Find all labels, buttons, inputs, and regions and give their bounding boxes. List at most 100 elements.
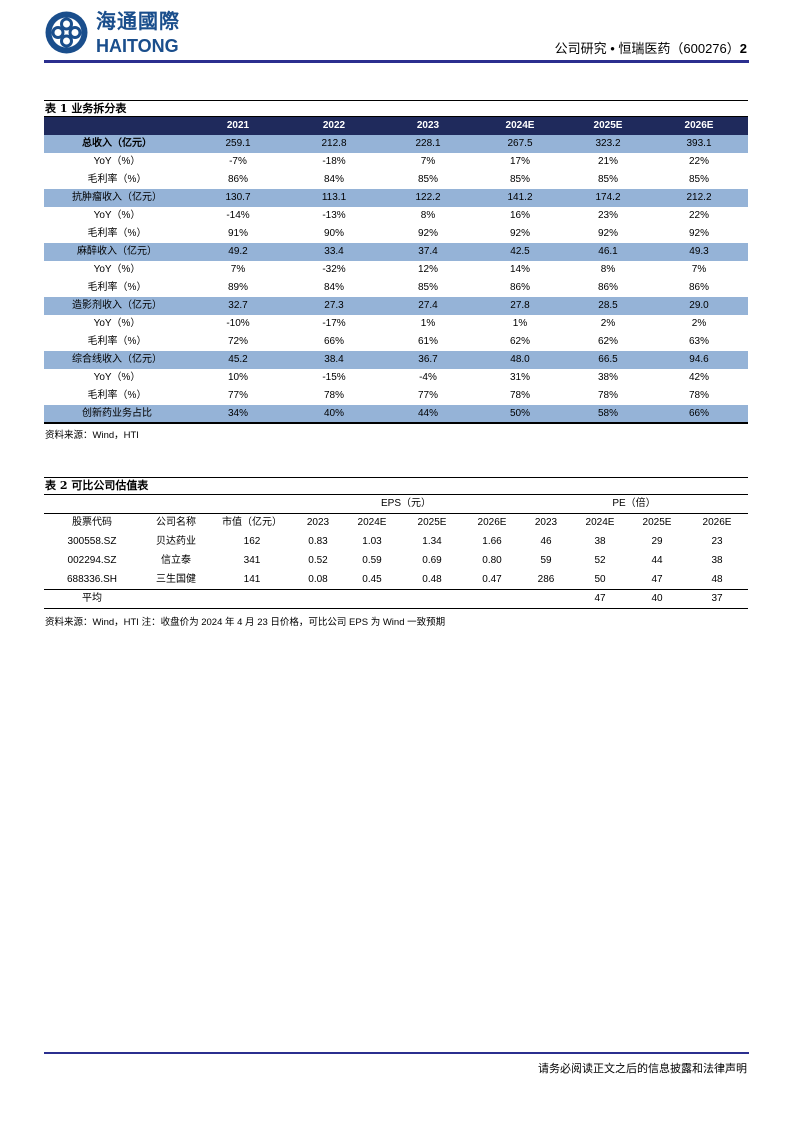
row-label: YoY（%） bbox=[93, 264, 141, 275]
table-row: 300558.SZ 贝达药业 162 0.83 1.03 1.34 1.66 46 38 29 23 bbox=[44, 533, 748, 552]
cell: 22% bbox=[688, 156, 709, 167]
table-row: 综合线收入（亿元） 45.2 38.4 36.7 48.0 66.5 94.6 bbox=[44, 351, 748, 369]
cell: 66.5 bbox=[566, 351, 650, 369]
cell: 58% bbox=[566, 405, 650, 423]
cell: 42.5 bbox=[474, 243, 566, 261]
cell: 688336.SH bbox=[66, 573, 118, 585]
cell: 48 bbox=[711, 573, 723, 585]
average-row: 平均 47 40 37 bbox=[44, 589, 748, 609]
table-row: 毛利率（%） 72% 66% 61% 62% 62% 63% bbox=[44, 333, 748, 351]
cell: 89% bbox=[227, 282, 248, 293]
cell: 45.2 bbox=[190, 351, 286, 369]
cell: 32.7 bbox=[190, 297, 286, 315]
cell: 38.4 bbox=[286, 351, 382, 369]
cell: 61% bbox=[417, 336, 438, 347]
cell: 8% bbox=[420, 210, 436, 221]
cell: 0.48 bbox=[422, 573, 442, 585]
cell: 42% bbox=[688, 372, 709, 383]
column-header: 2023 bbox=[382, 117, 474, 135]
cell: 259.1 bbox=[190, 135, 286, 153]
logo-chinese: 海通國際 bbox=[96, 11, 180, 33]
cell: 130.7 bbox=[190, 189, 286, 207]
cell: 78% bbox=[323, 390, 344, 401]
row-label: 造影剂收入（亿元） bbox=[44, 297, 190, 315]
table-row: 002294.SZ 信立泰 341 0.52 0.59 0.69 0.80 59 52 44 38 bbox=[44, 552, 748, 571]
cell: 7% bbox=[691, 264, 707, 275]
cell: 92% bbox=[417, 228, 438, 239]
cell: 34% bbox=[190, 405, 286, 423]
table-row: 创新药业务占比 34% 40% 44% 50% 58% 66% bbox=[44, 405, 748, 423]
business-breakdown-table: 2021 2022 2023 2024E 2025E 2026E 总收入（亿元） 259.1 2… bbox=[44, 117, 748, 424]
table-row: 毛利率（%） 77% 78% 77% 78% 78% 78% bbox=[44, 387, 748, 405]
row-label: 毛利率（%） bbox=[87, 174, 147, 185]
column-header: 2023 bbox=[306, 517, 330, 529]
cell: 31% bbox=[509, 372, 530, 383]
cell: 77% bbox=[417, 390, 438, 401]
cell: 23 bbox=[711, 536, 723, 547]
cell: 27.4 bbox=[382, 297, 474, 315]
cell: 62% bbox=[509, 336, 530, 347]
column-header: 2026E bbox=[702, 517, 732, 529]
cell: 0.45 bbox=[362, 573, 382, 585]
cell: 300558.SZ bbox=[67, 536, 117, 547]
cell: 7% bbox=[420, 156, 436, 167]
cell: 141.2 bbox=[474, 189, 566, 207]
row-label: 毛利率（%） bbox=[87, 282, 147, 293]
column-header-row: 股票代码 公司名称 市值（亿元） 2023 2024E 2025E 2026E 2023 202… bbox=[44, 514, 748, 533]
cell: 33.4 bbox=[286, 243, 382, 261]
cell: 59 bbox=[540, 555, 552, 566]
table1-title-rule bbox=[44, 116, 748, 117]
cell: 63% bbox=[688, 336, 709, 347]
table2-title: 表 2 可比公司估值表 bbox=[45, 479, 149, 492]
cell: 14% bbox=[509, 264, 530, 275]
cell: -13% bbox=[322, 210, 346, 221]
cell: -10% bbox=[226, 318, 250, 329]
cell: 0.47 bbox=[482, 573, 502, 585]
page-number: 2 bbox=[739, 41, 747, 56]
cell: -4% bbox=[419, 372, 437, 383]
column-header: 2024E bbox=[585, 517, 615, 529]
cell: 17% bbox=[509, 156, 530, 167]
table2-source: 资料来源：Wind，HTI 注：收盘价为 2024 年 4 月 23 日价格，可… bbox=[45, 617, 446, 628]
table1-title: 表 1 业务拆分表 bbox=[45, 102, 127, 115]
cell: 49.3 bbox=[650, 243, 748, 261]
cell: 47 bbox=[651, 573, 663, 585]
cell: 52 bbox=[594, 555, 606, 566]
cell: 212.2 bbox=[650, 189, 748, 207]
cell: 122.2 bbox=[382, 189, 474, 207]
table-row: 造影剂收入（亿元） 32.7 27.3 27.4 27.8 28.5 29.0 bbox=[44, 297, 748, 315]
cell bbox=[400, 590, 464, 609]
column-header: 股票代码 bbox=[72, 517, 112, 529]
cell: 267.5 bbox=[474, 135, 566, 153]
cell: 002294.SZ bbox=[67, 555, 117, 566]
column-header: 2025E bbox=[566, 117, 650, 135]
cell: 36.7 bbox=[382, 351, 474, 369]
row-label: 抗肿瘤收入（亿元） bbox=[44, 189, 190, 207]
table-row: 毛利率（%） 89% 84% 85% 86% 86% 86% bbox=[44, 279, 748, 297]
cell: 0.59 bbox=[362, 555, 382, 566]
cell: 38 bbox=[711, 555, 723, 566]
cell: 46.1 bbox=[566, 243, 650, 261]
table1-top-rule bbox=[44, 100, 748, 101]
cell: 341 bbox=[243, 555, 261, 566]
haitong-logo-icon bbox=[45, 11, 88, 54]
cell: 27.8 bbox=[474, 297, 566, 315]
cell bbox=[212, 590, 292, 609]
cell: 50% bbox=[474, 405, 566, 423]
cell: -7% bbox=[229, 156, 247, 167]
table-row: 688336.SH 三生国健 141 0.08 0.45 0.48 0.47 286 50 47 4… bbox=[44, 571, 748, 590]
cell: 10% bbox=[227, 372, 248, 383]
row-label: YoY（%） bbox=[93, 318, 141, 329]
cell: 174.2 bbox=[566, 189, 650, 207]
column-header: 2023 bbox=[534, 517, 558, 529]
cell: 信立泰 bbox=[161, 555, 191, 566]
table1-source: 资料来源：Wind，HTI bbox=[45, 430, 139, 441]
cell: 1.66 bbox=[482, 536, 502, 547]
row-label: 总收入（亿元） bbox=[44, 135, 190, 153]
column-header: 2022 bbox=[286, 117, 382, 135]
cell: 0.52 bbox=[308, 555, 328, 566]
row-label: 毛利率（%） bbox=[87, 336, 147, 347]
cell: 8% bbox=[600, 264, 616, 275]
table2-top-rule bbox=[44, 477, 748, 478]
table-row: YoY（%） 10% -15% -4% 31% 38% 42% bbox=[44, 369, 748, 387]
